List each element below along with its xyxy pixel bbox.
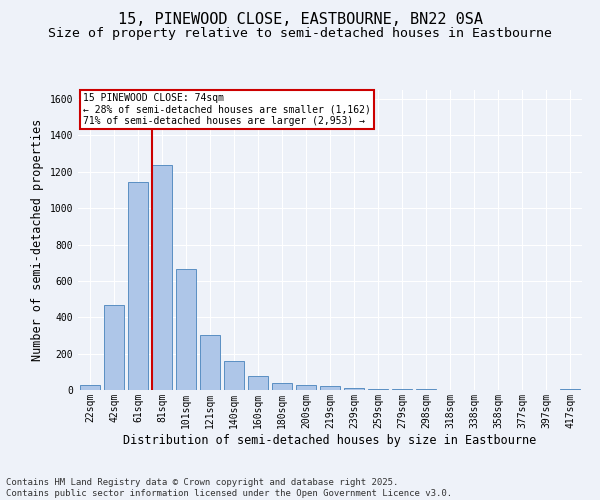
Bar	[224, 361, 244, 390]
Bar	[368, 388, 388, 390]
Bar	[320, 386, 340, 390]
Bar	[248, 376, 268, 390]
Bar	[152, 164, 172, 390]
Bar	[272, 382, 292, 390]
Bar	[128, 182, 148, 390]
Bar	[344, 388, 364, 390]
Bar	[296, 384, 316, 390]
Bar	[104, 304, 124, 390]
Text: 15 PINEWOOD CLOSE: 74sqm
← 28% of semi-detached houses are smaller (1,162)
71% o: 15 PINEWOOD CLOSE: 74sqm ← 28% of semi-d…	[83, 93, 371, 126]
Bar	[560, 388, 580, 390]
Bar	[392, 389, 412, 390]
Bar	[176, 269, 196, 390]
Bar	[200, 336, 220, 390]
Y-axis label: Number of semi-detached properties: Number of semi-detached properties	[31, 119, 44, 361]
Text: Size of property relative to semi-detached houses in Eastbourne: Size of property relative to semi-detach…	[48, 28, 552, 40]
Text: 15, PINEWOOD CLOSE, EASTBOURNE, BN22 0SA: 15, PINEWOOD CLOSE, EASTBOURNE, BN22 0SA	[118, 12, 482, 28]
X-axis label: Distribution of semi-detached houses by size in Eastbourne: Distribution of semi-detached houses by …	[124, 434, 536, 446]
Text: Contains HM Land Registry data © Crown copyright and database right 2025.
Contai: Contains HM Land Registry data © Crown c…	[6, 478, 452, 498]
Bar	[80, 386, 100, 390]
